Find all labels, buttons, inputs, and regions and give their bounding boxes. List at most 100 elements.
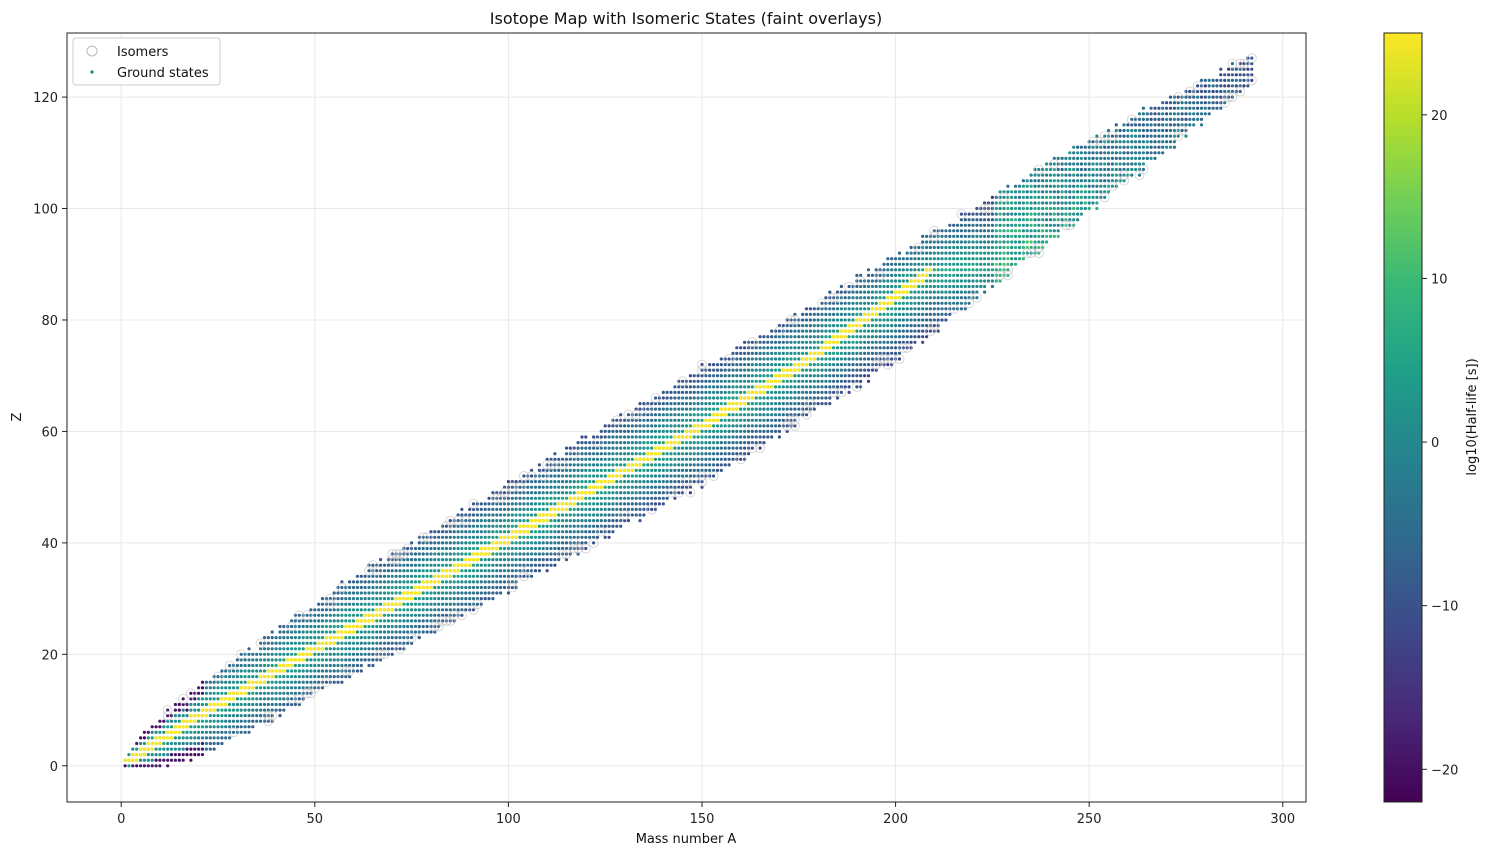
ground-state-point: [475, 580, 479, 584]
ground-state-point: [824, 385, 828, 389]
ground-state-point: [925, 262, 929, 266]
ground-state-point: [437, 613, 441, 617]
ground-state-point: [611, 441, 615, 445]
ground-state-point: [495, 496, 499, 500]
stable-isotope-point: [169, 736, 174, 740]
ground-state-point: [925, 234, 929, 238]
ground-state-point: [878, 324, 882, 328]
ground-state-point: [351, 580, 356, 584]
ground-state-point: [502, 502, 507, 506]
ground-state-point: [723, 357, 727, 361]
ground-state-point: [541, 541, 545, 545]
ground-state-point: [723, 402, 727, 406]
ground-state-point: [979, 229, 983, 233]
ground-state-point: [619, 491, 623, 495]
ground-state-point: [932, 301, 936, 305]
ground-state-point: [770, 424, 774, 428]
ground-state-point: [135, 747, 139, 751]
ground-state-point: [231, 719, 236, 723]
ground-state-point: [1110, 162, 1114, 166]
ground-state-point: [479, 541, 483, 545]
ground-state-point: [754, 346, 758, 350]
ground-state-point: [1153, 145, 1157, 149]
ground-state-point: [344, 597, 348, 601]
ground-state-point: [530, 541, 534, 545]
ground-state-point: [475, 524, 479, 528]
ground-state-point: [994, 268, 998, 272]
stable-isotope-point: [456, 569, 460, 573]
ground-state-point: [921, 335, 925, 339]
ground-state-point: [715, 429, 720, 433]
ground-state-point: [293, 624, 297, 629]
ground-state-point: [131, 747, 135, 751]
ground-state-point: [1033, 245, 1037, 250]
ground-state-point: [1246, 73, 1250, 77]
ground-state-point: [1242, 84, 1246, 88]
ground-state-point: [518, 502, 522, 506]
ground-state-point: [619, 435, 623, 439]
ground-state-point: [324, 658, 328, 662]
ground-state-point: [379, 619, 383, 623]
ground-state-point: [1010, 245, 1014, 250]
stable-isotope-point: [224, 697, 228, 701]
ground-state-point: [870, 351, 875, 355]
ground-state-point: [971, 218, 975, 222]
ground-state-point: [1168, 101, 1173, 105]
ground-state-point: [847, 379, 851, 383]
ground-state-point: [855, 279, 859, 283]
ground-state-point: [770, 329, 774, 333]
ground-state-point: [305, 658, 309, 662]
ground-state-point: [719, 435, 723, 439]
ground-state-point: [421, 546, 425, 551]
ground-state-point: [715, 446, 720, 450]
ground-state-point: [379, 641, 383, 645]
ground-state-point: [309, 636, 313, 640]
ground-state-point: [607, 457, 611, 461]
ground-state-point: [506, 574, 510, 578]
ground-state-point: [502, 491, 507, 495]
ground-state-point: [990, 279, 995, 283]
ground-state-point: [499, 580, 503, 584]
ground-state-point: [743, 390, 747, 394]
ground-state-point: [580, 435, 584, 439]
ground-state-point: [1072, 223, 1076, 227]
ground-state-point: [603, 429, 607, 433]
ground-state-point: [1072, 179, 1076, 183]
ground-state-point: [181, 747, 185, 751]
ground-state-point: [270, 663, 274, 668]
ground-state-point: [971, 262, 975, 266]
ground-state-point: [417, 580, 421, 584]
ground-state-point: [1014, 201, 1018, 205]
stable-isotope-point: [634, 457, 638, 461]
ground-state-point: [955, 251, 960, 255]
ground-state-point: [1025, 251, 1029, 255]
ground-state-point: [704, 379, 708, 383]
ground-state-point: [506, 552, 510, 556]
ground-state-point: [580, 457, 584, 461]
stable-isotope-point: [417, 585, 421, 590]
ground-state-point: [1095, 201, 1099, 205]
ground-state-point: [913, 307, 917, 311]
ground-state-point: [599, 474, 603, 478]
ground-state-point: [746, 435, 751, 439]
ground-state-point: [801, 396, 805, 400]
ground-state-point: [1056, 201, 1060, 205]
ground-state-point: [909, 273, 913, 277]
ground-state-point: [669, 407, 673, 411]
ground-state-point: [243, 702, 247, 707]
ground-state-point: [460, 613, 464, 617]
ground-state-point: [561, 485, 565, 489]
ground-state-point: [274, 686, 278, 690]
stable-isotope-point: [212, 702, 216, 707]
ground-state-point: [336, 658, 340, 662]
ground-state-point: [766, 435, 770, 439]
stable-isotope-point: [646, 457, 650, 461]
ground-state-point: [630, 491, 634, 495]
ground-state-point: [611, 446, 615, 450]
ground-state-point: [750, 407, 754, 411]
ground-state-point: [1021, 240, 1025, 244]
ground-state-point: [708, 374, 712, 378]
ground-state-point: [1230, 78, 1234, 82]
ground-state-point: [770, 418, 774, 422]
ground-state-point: [530, 502, 534, 506]
